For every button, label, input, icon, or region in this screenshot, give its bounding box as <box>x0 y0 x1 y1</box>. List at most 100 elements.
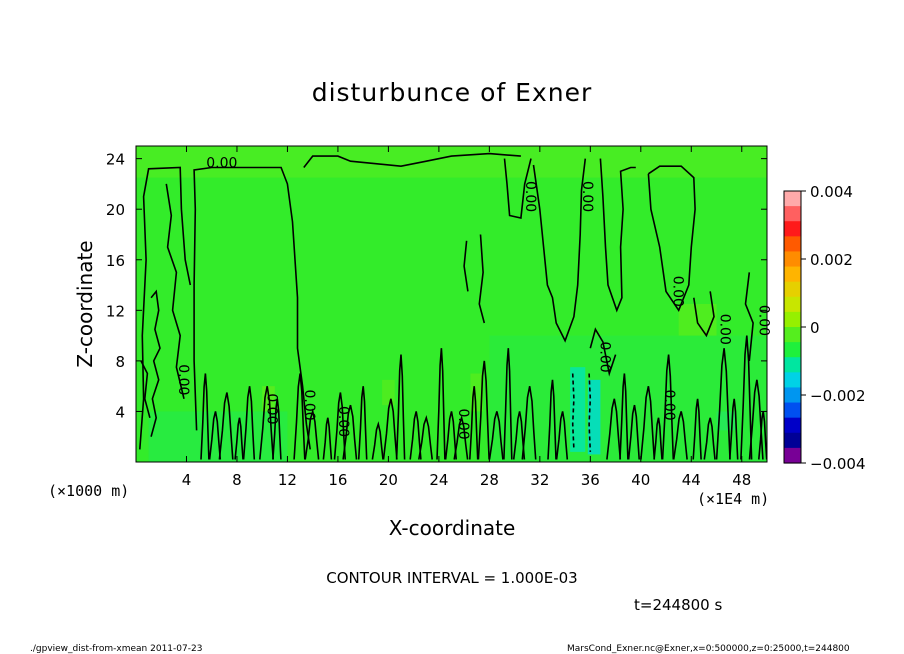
y-unit-label: (×1000 m) <box>48 482 129 500</box>
x-tick-label: 24 <box>429 471 448 489</box>
contour-label: 0.00 <box>263 393 279 424</box>
field-patch <box>136 146 767 178</box>
contour-line <box>303 152 521 168</box>
contour-line <box>333 392 346 460</box>
x-tick-label: 16 <box>328 471 347 489</box>
contour-line <box>503 158 532 219</box>
colorbar-segment <box>784 387 801 404</box>
field-patch <box>716 411 736 431</box>
colorbar-segment <box>784 296 801 313</box>
contour-line <box>588 373 592 452</box>
contour-line <box>740 335 753 460</box>
contour-line <box>488 411 504 460</box>
contour-line <box>200 373 210 460</box>
colorbar-segment <box>784 327 801 343</box>
contour-line <box>304 408 320 460</box>
contour-line <box>627 404 640 460</box>
colorbar-segment <box>784 372 801 389</box>
x-axis-ticks: 4 8 12 16 20 24 28 32 36 40 44 48 <box>182 146 751 489</box>
field-patch <box>470 373 484 412</box>
field-patch <box>382 379 395 406</box>
contour-line <box>521 386 537 460</box>
contour-line <box>342 404 358 460</box>
colorbar-segment <box>784 447 801 464</box>
x-tick-label: 48 <box>732 471 751 489</box>
contour-line <box>218 392 234 460</box>
colorbar-ticks: 0.004 0.002 0 −0.002 −0.004 <box>801 183 866 473</box>
x-tick-label: 28 <box>480 471 499 489</box>
contour-line <box>555 411 569 460</box>
colorbar-segment <box>784 357 801 373</box>
contour-line <box>293 373 306 460</box>
contour-line <box>661 354 675 460</box>
contour-line <box>469 386 479 460</box>
footer-left: ./gpview_dist-from-xmean 2011-07-23 <box>30 644 202 654</box>
contour-line <box>395 354 406 460</box>
contour-line <box>453 414 469 460</box>
contour-line <box>703 417 716 460</box>
contour-label: 0.00 <box>301 390 317 421</box>
contour-line <box>322 417 333 460</box>
plot-frame <box>135 145 768 463</box>
colorbar-segment <box>784 221 801 237</box>
contour-label: 0.00 <box>596 342 612 373</box>
contour-label: 0.00 <box>670 276 686 307</box>
x-unit-label: (×1E4 m) <box>697 490 769 508</box>
contour-line <box>357 386 368 460</box>
colorbar-tick-label: 0 <box>810 319 820 337</box>
contour-line <box>208 411 222 460</box>
y-tick-label: 16 <box>106 252 125 270</box>
y-axis-ticks: 4 8 12 16 20 24 <box>106 151 767 421</box>
colorbar-tick-label: −0.004 <box>810 455 866 473</box>
contour-line <box>744 272 754 361</box>
contour-line <box>606 398 622 460</box>
contour-line <box>242 386 256 460</box>
contour-label: 0.00 <box>716 314 732 345</box>
contour-label: 0.00 <box>661 390 677 421</box>
contour-line <box>532 158 587 343</box>
x-tick-label: 8 <box>232 471 242 489</box>
x-tick-label: 40 <box>631 471 650 489</box>
contour-line <box>478 234 486 324</box>
colorbar-segment <box>784 236 801 253</box>
contour-line <box>547 379 557 460</box>
contour-label: 0.00 <box>755 305 771 336</box>
contour-line <box>150 289 161 437</box>
colorbar-segment <box>784 432 801 449</box>
contour-line <box>571 373 575 450</box>
contour-line <box>477 360 490 460</box>
colorbar-segment <box>784 251 801 268</box>
contour-line <box>715 348 731 460</box>
contour-line <box>653 417 663 460</box>
colorbar <box>784 191 801 464</box>
x-tick-label: 4 <box>182 471 192 489</box>
contour-interval-text: CONTOUR INTERVAL = 1.000E-03 <box>326 569 577 587</box>
x-tick-label: 12 <box>278 471 297 489</box>
field-background <box>136 146 767 462</box>
contour-line <box>165 183 185 399</box>
contour-line <box>444 411 457 460</box>
contour-line <box>619 373 629 460</box>
contour-line <box>640 386 656 460</box>
contour-line <box>272 398 282 460</box>
y-tick-label: 24 <box>106 151 125 169</box>
contour-lines <box>139 152 767 460</box>
plot-area <box>136 146 767 462</box>
contour-line <box>647 165 696 313</box>
contour-line <box>259 386 274 460</box>
field-patch <box>587 379 601 455</box>
contour-line <box>599 158 636 313</box>
colorbar-segment <box>784 191 801 207</box>
contour-line <box>418 415 433 460</box>
colorbar-segment <box>784 311 801 328</box>
contour-label: 0.00 <box>175 364 191 395</box>
footer-right: MarsCond_Exner.nc@Exner,x=0:500000,z=0:2… <box>567 644 850 654</box>
contour-line <box>139 166 192 450</box>
colorbar-tick-label: 0.002 <box>810 251 853 269</box>
contour-label: 0.00 <box>335 406 351 437</box>
x-tick-label: 36 <box>581 471 600 489</box>
contour-line <box>463 240 469 292</box>
contour-line <box>234 417 244 460</box>
colorbar-segment <box>784 402 801 419</box>
contour-label: 0.00 <box>579 181 595 212</box>
